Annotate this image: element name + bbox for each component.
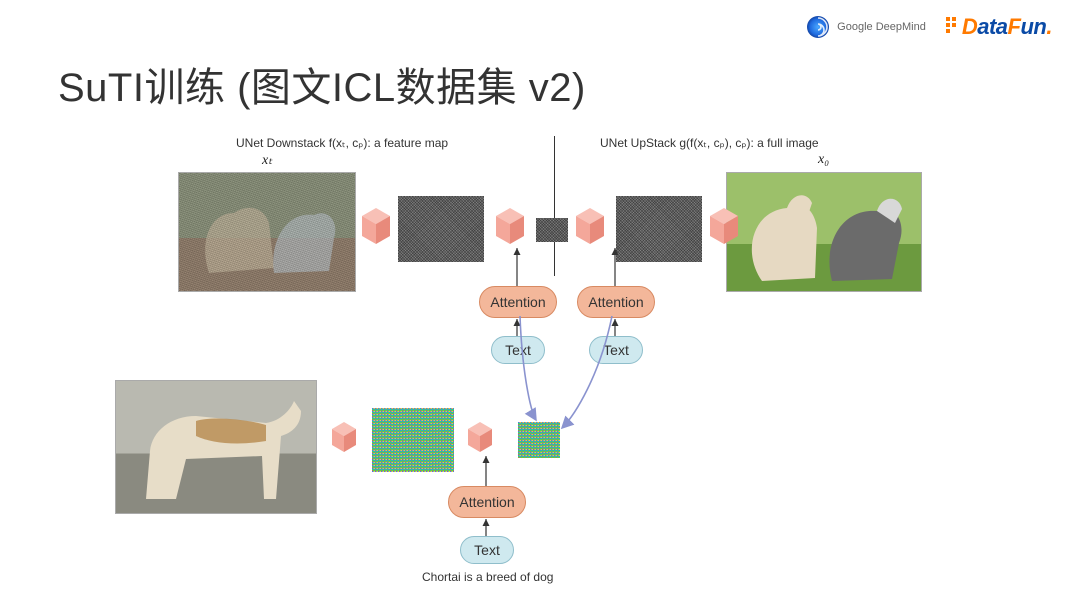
diagram: UNet Downstack f(xₜ, cₚ): a feature map …	[0, 120, 1080, 600]
arrows-layer	[0, 120, 1080, 600]
page-title: SuTI训练 (图文ICL数据集 v2)	[58, 55, 586, 113]
caption-bottom: Chortai is a breed of dog	[422, 570, 553, 584]
slide: SuTI训练 (图文ICL数据集 v2) Google DeepMind	[0, 0, 1080, 607]
google-deepmind-logo: Google DeepMind	[805, 14, 926, 40]
logo-row: Google DeepMind DataFun.	[805, 14, 1052, 40]
datafun-logo: DataFun.	[944, 14, 1052, 40]
datafun-dots-icon	[944, 15, 962, 37]
google-deepmind-text: Google DeepMind	[837, 21, 926, 33]
deepmind-swirl-icon	[805, 14, 831, 40]
